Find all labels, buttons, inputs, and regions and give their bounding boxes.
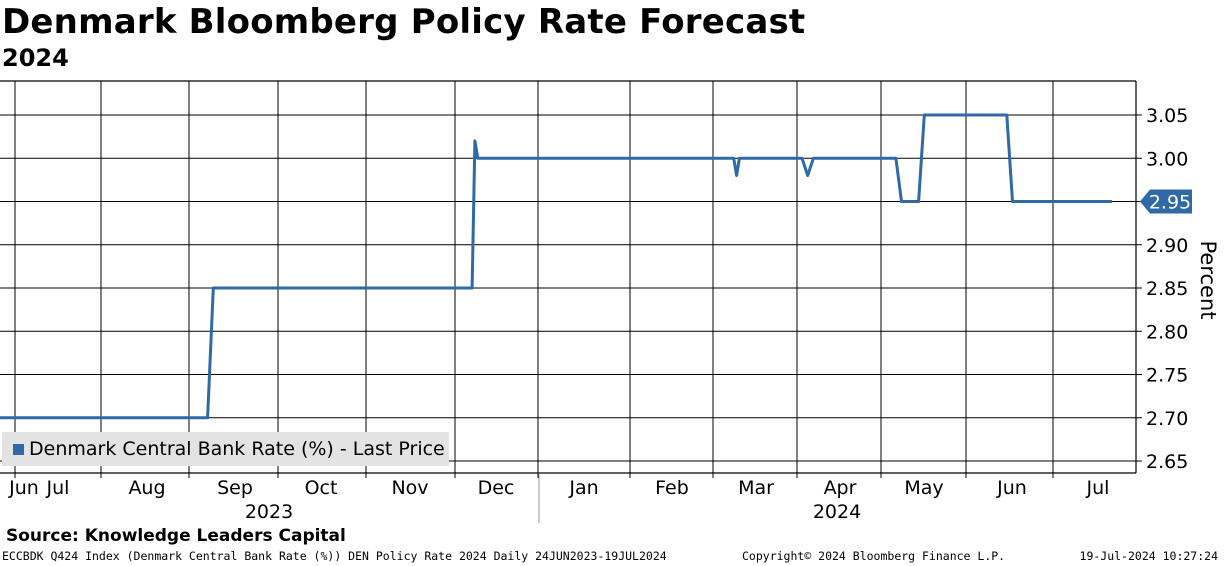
x-tick-label: Apr — [824, 477, 857, 499]
last-price-tag-shape — [1140, 189, 1192, 214]
chart-title: Denmark Bloomberg Policy Rate Forecast — [2, 2, 806, 42]
footer-timestamp: 19-Jul-2024 10:27:24 — [1079, 549, 1218, 563]
x-tick-label: Dec — [478, 477, 515, 499]
y-tick-label: 2.90 — [1146, 235, 1188, 257]
footer-description: ECCBDK Q424 Index (Denmark Central Bank … — [2, 549, 667, 563]
x-year-label: 2024 — [813, 501, 861, 523]
y-axis-ticks: 3.05 3.00 2.90 2.85 2.80 2.75 2.70 2.65 — [1136, 105, 1188, 473]
y-tick-label: 2.70 — [1146, 408, 1188, 430]
y-tick-label: 2.85 — [1146, 278, 1188, 300]
source-note: Source: Knowledge Leaders Capital — [6, 526, 346, 546]
y-tick-label: 2.65 — [1146, 451, 1188, 473]
last-price-tag: 2.95 — [1140, 189, 1192, 214]
x-year-label: 2023 — [245, 501, 293, 523]
grid — [0, 81, 1136, 473]
legend-swatch — [13, 443, 24, 455]
x-tick-label: Jul — [46, 477, 70, 499]
x-tick-label: Jun — [8, 477, 39, 499]
x-tick-label: Nov — [391, 477, 428, 499]
y-tick-label: 2.80 — [1146, 321, 1188, 343]
series-line — [0, 113, 1112, 420]
y-tick-label: 3.00 — [1146, 148, 1188, 170]
x-axis-ticks: Jun Jul Aug Sep Oct Nov Dec Jan Feb Mar Apr May Jun J… — [8, 473, 1109, 523]
y-axis-label: Percent — [1196, 240, 1220, 319]
x-tick-label: Mar — [738, 477, 774, 499]
y-tick-label: 2.75 — [1146, 365, 1188, 387]
x-tick-label: Jan — [568, 477, 598, 499]
footer-copyright: Copyright© 2024 Bloomberg Finance L.P. — [742, 549, 1006, 563]
x-tick-label: May — [904, 477, 943, 499]
x-tick-label: Feb — [655, 477, 689, 499]
x-tick-label: Aug — [128, 477, 165, 499]
x-tick-label: Sep — [217, 477, 253, 499]
last-price-label: 2.95 — [1149, 192, 1191, 214]
y-tick-label: 3.05 — [1146, 105, 1188, 127]
legend-label: Denmark Central Bank Rate (%) - Last Pri… — [29, 438, 445, 460]
legend: Denmark Central Bank Rate (%) - Last Pri… — [2, 432, 449, 466]
x-tick-label: Jul — [1086, 477, 1110, 499]
x-tick-label: Oct — [305, 477, 338, 499]
x-tick-label: Jun — [996, 477, 1027, 499]
chart-subtitle: 2024 — [2, 44, 69, 72]
